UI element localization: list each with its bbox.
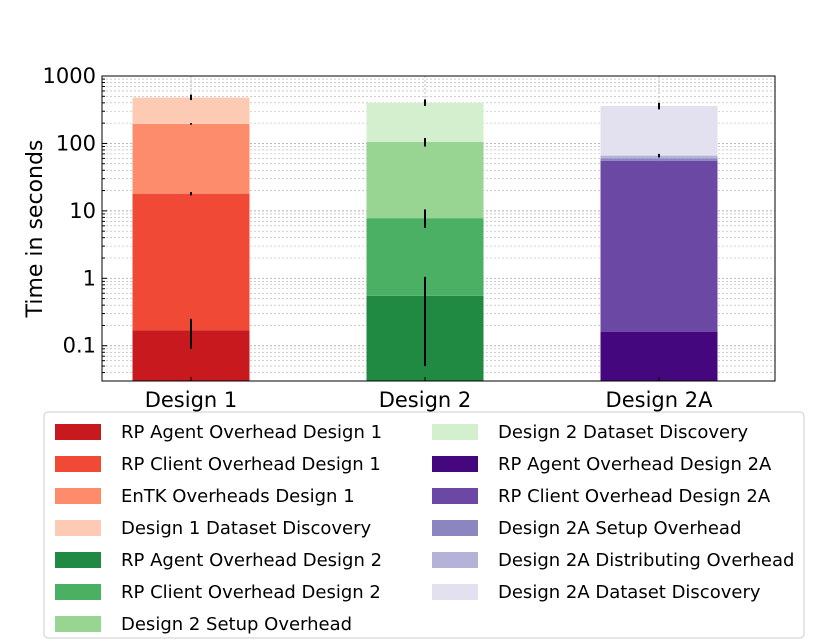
x-tick-label: Design 2: [379, 388, 472, 412]
legend-label: Design 2 Dataset Discovery: [498, 422, 749, 443]
legend-label: Design 2 Setup Overhead: [121, 614, 352, 635]
legend-swatch: [432, 552, 478, 568]
bar-segment: [600, 160, 718, 332]
bar-segment: [600, 105, 718, 156]
bar-segment: [366, 102, 484, 143]
x-tick-label: Design 2A: [606, 388, 714, 412]
legend-swatch: [432, 488, 478, 504]
error-bars: [190, 94, 660, 367]
y-tick-label: 100: [56, 131, 96, 155]
legend-label: Design 2A Setup Overhead: [498, 518, 741, 539]
legend-box: [43, 411, 805, 639]
legend-label: RP Client Overhead Design 1: [121, 454, 381, 475]
legend-swatch: [55, 616, 101, 632]
legend-swatch: [55, 456, 101, 472]
legend-label: EnTK Overheads Design 1: [121, 486, 355, 507]
legend-swatch: [432, 584, 478, 600]
legend-swatch: [55, 520, 101, 536]
legend-label: RP Agent Overhead Design 1: [121, 422, 382, 443]
bar-segment: [132, 97, 250, 124]
y-tick-label: 10: [69, 199, 96, 223]
legend-label: Design 1 Dataset Discovery: [121, 518, 372, 539]
legend-label: RP Agent Overhead Design 2A: [498, 454, 772, 475]
bar-segment: [132, 193, 250, 331]
legend-swatch: [432, 456, 478, 472]
legend-swatch: [55, 584, 101, 600]
legend-label: RP Client Overhead Design 2A: [498, 486, 771, 507]
bar-segment: [600, 331, 718, 381]
x-tick-label: Design 1: [145, 388, 238, 412]
axes: 0.1 1 10 100 1000 Design 1 Design 2 Design 2A: [43, 64, 714, 412]
legend-swatch: [55, 424, 101, 440]
legend-swatch: [432, 424, 478, 440]
bar-segment: [366, 142, 484, 219]
legend-label: Design 2A Dataset Discovery: [498, 582, 761, 603]
plot-frame: [101, 75, 776, 382]
bars: [132, 97, 718, 381]
legend: RP Agent Overhead Design 1 RP Client Over…: [43, 411, 805, 639]
y-tick-label: 1: [83, 266, 96, 290]
legend-label: RP Agent Overhead Design 2: [121, 550, 382, 571]
y-tick-label: 0.1: [63, 334, 96, 358]
bar-segment: [132, 123, 250, 194]
y-tick-label: 1000: [43, 64, 96, 88]
legend-swatch: [55, 552, 101, 568]
legend-swatch: [55, 488, 101, 504]
y-axis-label: Time in seconds: [23, 140, 48, 319]
legend-label: RP Client Overhead Design 2: [121, 582, 381, 603]
legend-label: Design 2A Distributing Overhead: [498, 550, 794, 571]
legend-swatch: [432, 520, 478, 536]
bar-segment: [600, 158, 718, 161]
